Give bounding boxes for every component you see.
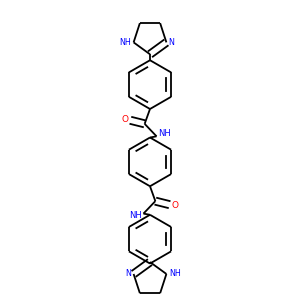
Text: NH: NH <box>169 269 181 278</box>
Text: N: N <box>125 269 131 278</box>
Text: O: O <box>172 201 179 210</box>
Text: NH: NH <box>119 38 131 47</box>
Text: O: O <box>121 115 128 124</box>
Text: NH: NH <box>129 212 142 220</box>
Text: N: N <box>168 38 174 47</box>
Text: NH: NH <box>158 130 171 139</box>
